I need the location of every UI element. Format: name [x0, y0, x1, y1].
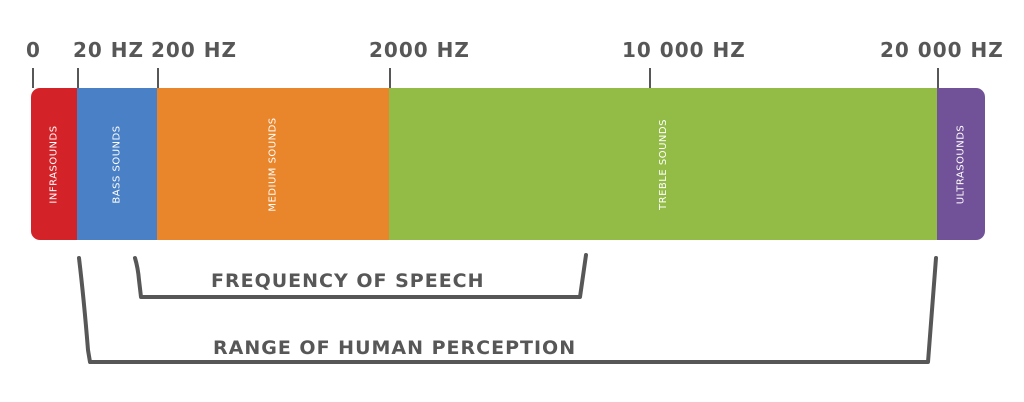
- speech-bracket: [133, 253, 588, 299]
- tick-mark-2000hz: [389, 68, 391, 88]
- tick-label-2000hz: 2000 HZ: [369, 38, 470, 62]
- tick-label-10000hz: 10 000 HZ: [622, 38, 746, 62]
- tick-mark-20hz: [77, 68, 79, 88]
- perception-bracket: [77, 256, 938, 364]
- speech-bracket-label: FREQUENCY OF SPEECH: [211, 270, 485, 292]
- band-treble-sounds: TREBLE SOUNDS: [389, 88, 937, 240]
- band-bass-sounds: BASS SOUNDS: [77, 88, 157, 240]
- tick-label-200hz: 200 HZ: [151, 38, 237, 62]
- perception-bracket-label: RANGE OF HUMAN PERCEPTION: [213, 337, 577, 359]
- tick-label-20hz: 20 HZ: [73, 38, 145, 62]
- tick-mark-20000hz: [937, 68, 939, 88]
- tick-label-0: 0: [26, 38, 41, 62]
- band-ultrasounds: ULTRASOUNDS: [937, 88, 985, 240]
- band-infrasounds: INFRASOUNDS: [31, 88, 77, 240]
- tick-mark-0: [32, 68, 34, 88]
- tick-mark-200hz: [157, 68, 159, 88]
- frequency-band-bar: INFRASOUNDS BASS SOUNDS MEDIUM SOUNDS TR…: [31, 88, 985, 240]
- band-medium-sounds: MEDIUM SOUNDS: [157, 88, 389, 240]
- tick-mark-10000hz: [649, 68, 651, 88]
- tick-label-20000hz: 20 000 HZ: [880, 38, 1004, 62]
